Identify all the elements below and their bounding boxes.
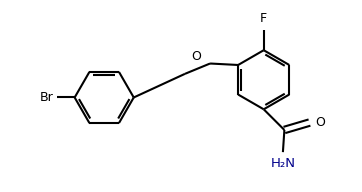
Text: O: O: [191, 50, 201, 63]
Text: Br: Br: [40, 91, 54, 104]
Text: O: O: [315, 116, 325, 129]
Text: F: F: [260, 12, 267, 25]
Text: H₂N: H₂N: [270, 156, 295, 170]
